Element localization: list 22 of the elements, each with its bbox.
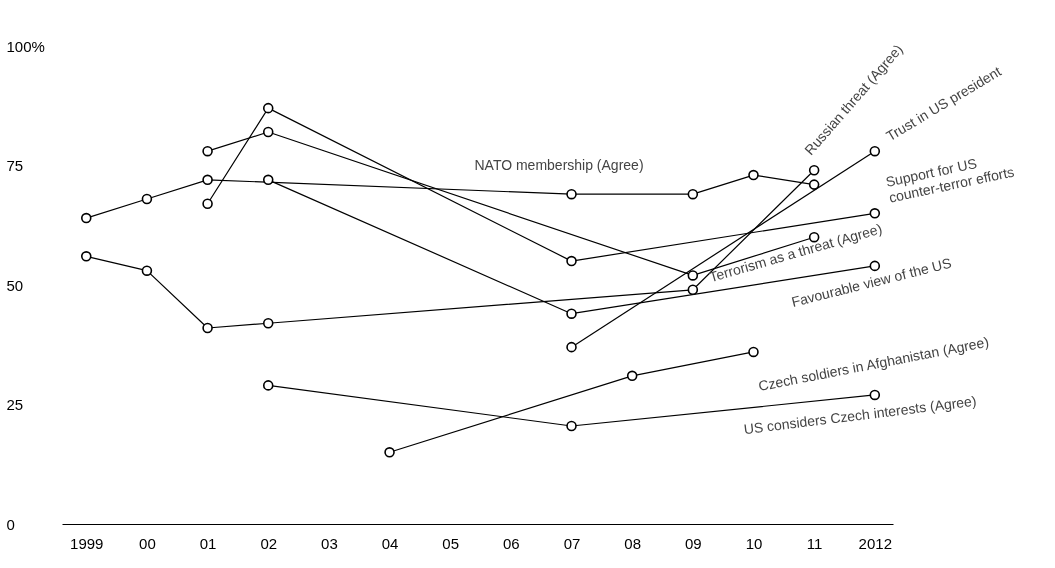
x-tick-label: 11 <box>806 534 823 552</box>
x-tick-label: 2012 <box>858 534 892 552</box>
y-tick-label: 75 <box>6 157 24 174</box>
x-tick-label: 06 <box>503 534 520 552</box>
text: US considers Czech interests (Agree) <box>742 392 978 438</box>
x-tick-label: 02 <box>260 534 278 552</box>
x-tick-label: 04 <box>381 534 399 552</box>
y-tick-label: 25 <box>6 396 24 413</box>
x-tick-label: 01 <box>199 534 217 552</box>
x-tick-label: 00 <box>139 534 156 552</box>
x-tick-label: 08 <box>624 534 642 552</box>
x-tick-label: 05 <box>442 534 460 552</box>
y-tick-label: 100% <box>6 37 45 55</box>
x-tick-label: 1999 <box>70 534 104 552</box>
x-tick-label: 09 <box>684 534 702 552</box>
y-tick-label: 50 <box>6 276 24 294</box>
series-label: NATO membership (Agree) <box>474 157 644 174</box>
x-tick-label: 07 <box>563 534 581 552</box>
x-tick-label: 03 <box>321 534 338 552</box>
text: Czech soldiers in Afghanistan (Agree) <box>757 333 991 395</box>
x-tick-label: 10 <box>745 534 763 552</box>
y-tick-label: 0 <box>6 515 15 533</box>
